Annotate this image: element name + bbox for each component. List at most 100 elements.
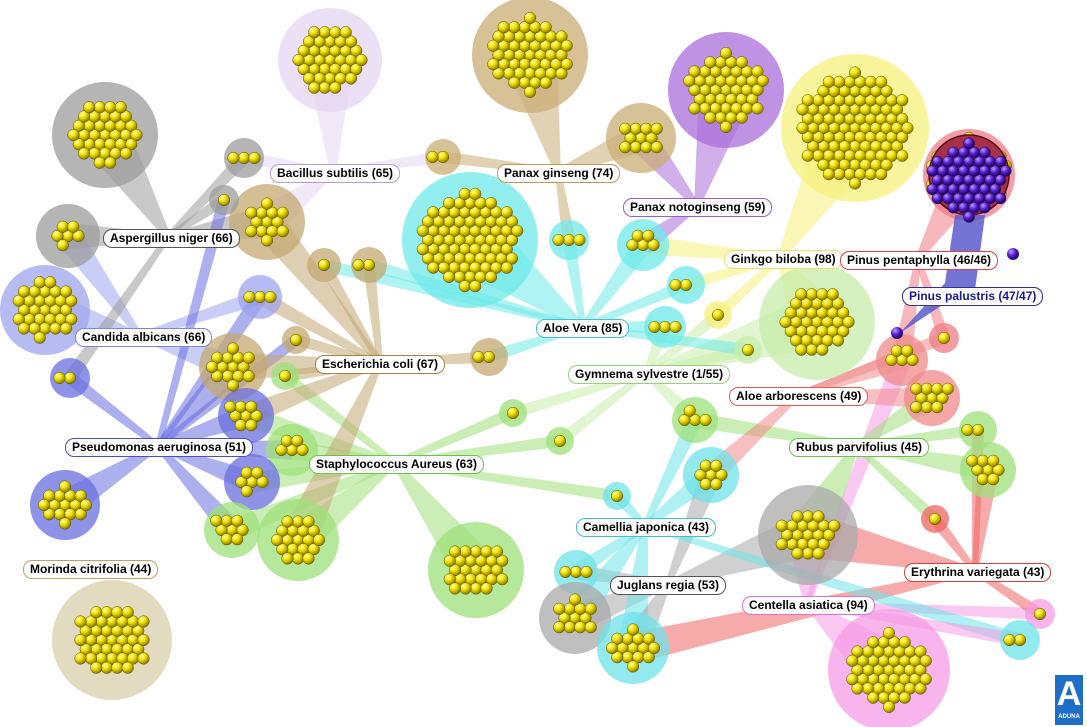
document-node <box>775 519 788 532</box>
document-node <box>920 382 933 395</box>
document-node <box>817 538 830 551</box>
edge-rubus <box>853 443 940 524</box>
label-aloe-vera[interactable]: Aloe Vera (85) <box>536 319 630 338</box>
document-node <box>276 524 289 537</box>
label-juglans-regia[interactable]: Juglans regia (53) <box>610 576 727 595</box>
document-node <box>508 21 521 34</box>
edge-aloe_vera <box>581 279 689 330</box>
label-candida-albicans[interactable]: Candida albicans (66) <box>75 328 213 347</box>
document-node <box>805 343 818 356</box>
document-node <box>805 288 818 301</box>
label-morinda-citrifolia[interactable]: Morinda citrifolia (44) <box>23 560 159 579</box>
document-node <box>344 35 358 48</box>
edge-candida <box>139 289 263 339</box>
document-node <box>626 238 639 252</box>
selected-document-node <box>947 201 959 214</box>
document-node <box>236 523 249 537</box>
document-node <box>12 294 25 307</box>
document-node <box>260 234 274 247</box>
document-node <box>492 67 505 80</box>
document-node <box>487 39 500 52</box>
document-node <box>882 626 896 640</box>
edge-staph <box>393 407 516 466</box>
document-node <box>553 602 566 615</box>
document-node <box>58 517 72 530</box>
document-node <box>831 334 845 347</box>
document-node <box>801 94 814 107</box>
document-node <box>890 140 904 153</box>
document-node <box>619 141 632 154</box>
document-node <box>784 325 797 338</box>
document-node <box>33 331 46 344</box>
document-node <box>919 654 932 667</box>
document-node <box>226 379 240 392</box>
document-node <box>33 276 46 289</box>
document-node <box>496 573 509 586</box>
document-node <box>256 475 269 489</box>
document-node <box>574 621 587 634</box>
document-node <box>559 565 572 579</box>
document-node <box>640 141 653 154</box>
label-bacillus-subtilis[interactable]: Bacillus subtilis (65) <box>270 164 401 183</box>
document-node <box>619 122 632 135</box>
document-node <box>875 75 888 88</box>
document-node <box>937 331 951 345</box>
label-pinus-palustris[interactable]: Pinus palustris (47/47) <box>902 287 1044 306</box>
label-pinus-pentaphylla[interactable]: Pinus pentaphylla (46/46) <box>840 251 999 270</box>
label-pseudomonas-aeruginosa[interactable]: Pseudomonas aeruginosa (51) <box>65 438 254 457</box>
label-ginkgo-biloba[interactable]: Ginkgo biloba (98) <box>724 250 843 269</box>
label-escherichia-coli[interactable]: Escherichia coli (67) <box>315 355 446 374</box>
document-node <box>931 382 944 395</box>
label-aspergillus-niger[interactable]: Aspergillus niger (66) <box>103 229 240 248</box>
label-panax-ginseng[interactable]: Panax ginseng (74) <box>497 164 621 183</box>
document-node <box>784 306 797 319</box>
document-node <box>63 371 77 385</box>
document-node <box>497 21 510 34</box>
document-node <box>573 233 586 247</box>
label-centella-asiatica[interactable]: Centella asiatica (94) <box>742 596 875 615</box>
document-node <box>210 514 223 527</box>
document-node <box>648 320 661 334</box>
document-node <box>816 343 829 356</box>
document-node <box>842 315 855 329</box>
label-gymnema-sylvestre[interactable]: Gymnema sylvestre (1/55) <box>568 365 731 384</box>
label-panax-notoginseng[interactable]: Panax notoginseng (59) <box>623 198 773 217</box>
document-node <box>971 463 984 477</box>
document-node <box>650 141 663 154</box>
document-node <box>77 147 91 160</box>
document-node <box>890 103 904 116</box>
selected-document-node <box>931 155 944 168</box>
document-node <box>779 315 792 329</box>
document-node <box>640 122 653 135</box>
document-node <box>318 81 331 94</box>
label-staphylococcus-aureus[interactable]: Staphylococcus Aureus (63) <box>309 455 484 474</box>
document-node <box>626 660 640 673</box>
document-node <box>568 593 582 606</box>
label-rubus-parvifolius[interactable]: Rubus parvifolius (45) <box>789 438 930 457</box>
label-camellia-japonica[interactable]: Camellia japonica (43) <box>576 518 717 537</box>
document-node <box>472 350 485 364</box>
document-node <box>484 196 498 210</box>
document-node <box>650 122 663 135</box>
edge-gymnema <box>556 370 648 446</box>
document-node <box>579 611 592 625</box>
document-node <box>851 663 864 677</box>
document-node <box>291 434 304 447</box>
document-node <box>812 510 825 523</box>
document-node <box>851 682 864 695</box>
document-node <box>875 168 888 181</box>
document-node <box>914 663 927 677</box>
document-node <box>56 239 69 252</box>
document-node <box>355 53 368 67</box>
selected-document-node <box>994 192 1007 205</box>
document-node <box>901 344 914 357</box>
document-node <box>242 370 255 383</box>
label-aloe-arborescens[interactable]: Aloe arborescens (49) <box>729 387 869 406</box>
document-node <box>426 150 439 164</box>
document-node <box>51 229 64 243</box>
label-erythrina-variegata[interactable]: Erythrina variegata (43) <box>904 563 1052 582</box>
document-node <box>987 454 1000 467</box>
document-node <box>642 651 655 664</box>
